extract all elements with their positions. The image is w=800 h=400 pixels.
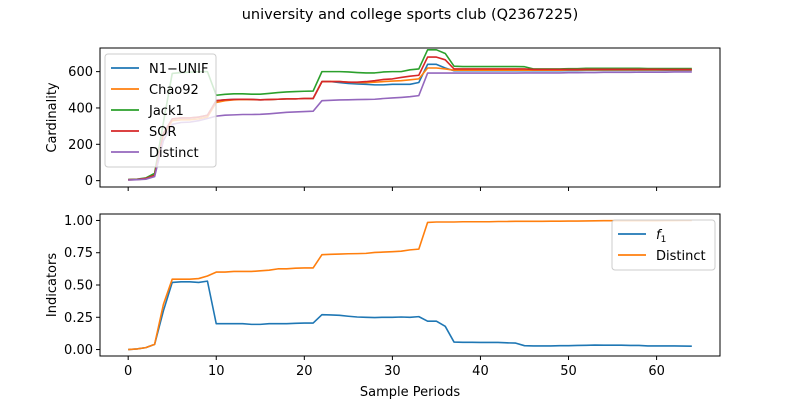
series-line-sor bbox=[128, 56, 692, 181]
y-tick-label: 0.25 bbox=[64, 311, 93, 326]
legend: f1 Distinct bbox=[611, 219, 716, 271]
y-tick-label: 600 bbox=[68, 65, 93, 80]
legend-label-chao92: Chao92 bbox=[149, 83, 199, 98]
y-axis-label: Cardinality bbox=[45, 82, 60, 153]
legend-box bbox=[611, 219, 716, 271]
top-chart-panel: 0 200 400 600 Cardinality N1−UNIF Chao92 Jack1 S… bbox=[45, 47, 721, 191]
plot-frame bbox=[99, 47, 721, 188]
series-line-distinct bbox=[128, 219, 692, 351]
y-tick-label: 0.00 bbox=[64, 343, 93, 358]
legend-label-jack1: Jack1 bbox=[148, 104, 184, 119]
series-line-distinct bbox=[128, 71, 692, 181]
legend-box bbox=[104, 53, 217, 168]
x-tick-label: 0 bbox=[124, 364, 132, 379]
y-tick-label: 0 bbox=[85, 174, 93, 189]
y-tick-label: 400 bbox=[68, 101, 93, 116]
y-tick-label: 0.50 bbox=[64, 279, 93, 294]
x-tick-label: 50 bbox=[560, 364, 577, 379]
y-tick-label: 0.75 bbox=[64, 246, 93, 261]
legend-label-n1-unif: N1−UNIF bbox=[149, 62, 208, 77]
bottom-chart-panel: 0.00 0.25 0.50 0.75 1.00 0 10 20 30 40 50 60 Indicat… bbox=[45, 213, 721, 400]
y-axis-label: Indicators bbox=[45, 253, 60, 317]
x-tick-label: 30 bbox=[384, 364, 401, 379]
legend: N1−UNIF Chao92 Jack1 SOR Distinct bbox=[104, 53, 217, 168]
x-tick-label: 60 bbox=[648, 364, 665, 379]
series-line-jack1 bbox=[128, 49, 692, 181]
x-tick-label: 20 bbox=[296, 364, 313, 379]
legend-label-sor: SOR bbox=[149, 125, 177, 140]
series-line-f1 bbox=[128, 280, 692, 351]
legend-label-distinct: Distinct bbox=[656, 249, 706, 264]
x-tick-label: 10 bbox=[208, 364, 225, 379]
y-tick-label: 200 bbox=[68, 138, 93, 153]
x-axis-label: Sample Periods bbox=[360, 385, 460, 400]
y-tick-label: 1.00 bbox=[64, 214, 93, 229]
legend-label-f1: f1 bbox=[656, 228, 666, 245]
figure-title: university and college sports club (Q236… bbox=[242, 7, 579, 23]
x-tick-label: 40 bbox=[472, 364, 489, 379]
legend-label-distinct: Distinct bbox=[149, 146, 199, 161]
